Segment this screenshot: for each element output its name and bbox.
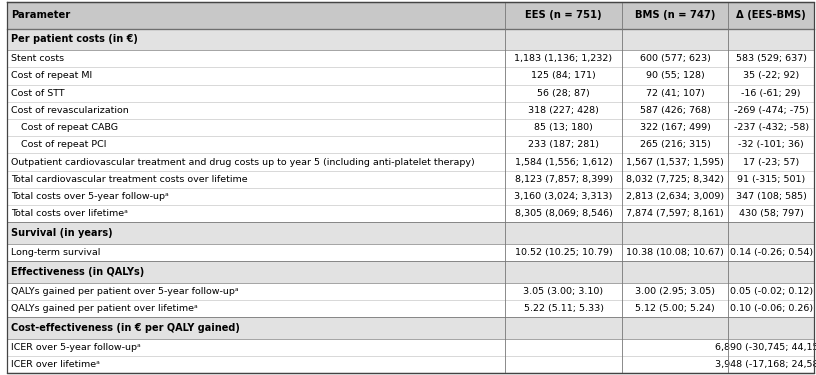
Text: Cost of revascularization: Cost of revascularization <box>11 106 129 115</box>
Text: 233 (187; 281): 233 (187; 281) <box>528 140 599 149</box>
Text: 3.00 (2.95; 3.05): 3.00 (2.95; 3.05) <box>635 287 715 296</box>
Text: 17 (-23; 57): 17 (-23; 57) <box>743 158 800 166</box>
Text: 265 (216; 315): 265 (216; 315) <box>640 140 711 149</box>
Text: BMS (n = 747): BMS (n = 747) <box>635 10 715 20</box>
Text: 0.14 (-0.26; 0.54): 0.14 (-0.26; 0.54) <box>730 248 813 257</box>
Text: 0.10 (-0.06; 0.26): 0.10 (-0.06; 0.26) <box>730 304 813 313</box>
Text: 3,948 (-17,168; 24,580): 3,948 (-17,168; 24,580) <box>715 360 816 369</box>
Text: Parameter: Parameter <box>11 10 71 20</box>
Text: Stent costs: Stent costs <box>11 54 64 63</box>
Text: 1,584 (1,556; 1,612): 1,584 (1,556; 1,612) <box>515 158 613 166</box>
Text: 91 (-315; 501): 91 (-315; 501) <box>737 175 805 184</box>
Text: Total costs over lifetimeᵃ: Total costs over lifetimeᵃ <box>11 209 128 218</box>
Text: EES (n = 751): EES (n = 751) <box>526 10 602 20</box>
Text: 322 (167; 499): 322 (167; 499) <box>640 123 711 132</box>
Text: Cost-effectiveness (in € per QALY gained): Cost-effectiveness (in € per QALY gained… <box>11 323 240 333</box>
Text: 5.22 (5.11; 5.33): 5.22 (5.11; 5.33) <box>524 304 604 313</box>
Text: 430 (58; 797): 430 (58; 797) <box>738 209 804 218</box>
Bar <box>7 2 814 28</box>
Text: 125 (84; 171): 125 (84; 171) <box>531 72 596 81</box>
Text: 35 (-22; 92): 35 (-22; 92) <box>743 72 800 81</box>
Bar <box>7 28 814 50</box>
Bar <box>7 222 814 244</box>
Text: 583 (529; 637): 583 (529; 637) <box>736 54 807 63</box>
Text: ICER over 5-year follow-upᵃ: ICER over 5-year follow-upᵃ <box>11 343 141 352</box>
Text: QALYs gained per patient over 5-year follow-upᵃ: QALYs gained per patient over 5-year fol… <box>11 287 239 296</box>
Text: Total costs over 5-year follow-upᵃ: Total costs over 5-year follow-upᵃ <box>11 192 169 201</box>
Text: 1,183 (1,136; 1,232): 1,183 (1,136; 1,232) <box>514 54 613 63</box>
Text: 347 (108; 585): 347 (108; 585) <box>736 192 806 201</box>
Text: -32 (-101; 36): -32 (-101; 36) <box>738 140 804 149</box>
Text: 90 (55; 128): 90 (55; 128) <box>645 72 704 81</box>
Text: Outpatient cardiovascular treatment and drug costs up to year 5 (including anti-: Outpatient cardiovascular treatment and … <box>11 158 475 166</box>
Text: Cost of STT: Cost of STT <box>11 88 65 98</box>
Text: 1,567 (1,537; 1,595): 1,567 (1,537; 1,595) <box>626 158 724 166</box>
Text: -237 (-432; -58): -237 (-432; -58) <box>734 123 809 132</box>
Text: Effectiveness (in QALYs): Effectiveness (in QALYs) <box>11 267 144 277</box>
Text: 600 (577; 623): 600 (577; 623) <box>640 54 711 63</box>
Text: Per patient costs (in €): Per patient costs (in €) <box>11 34 138 44</box>
Text: 72 (41; 107): 72 (41; 107) <box>645 88 704 98</box>
Text: Survival (in years): Survival (in years) <box>11 228 113 238</box>
Text: Cost of repeat CABG: Cost of repeat CABG <box>21 123 118 132</box>
Text: 5.12 (5.00; 5.24): 5.12 (5.00; 5.24) <box>635 304 715 313</box>
Text: 0.05 (-0.02; 0.12): 0.05 (-0.02; 0.12) <box>730 287 813 296</box>
Text: Cost of repeat PCI: Cost of repeat PCI <box>21 140 107 149</box>
Text: 6,890 (-30,745; 44,155): 6,890 (-30,745; 44,155) <box>715 343 816 352</box>
Text: Long-term survival: Long-term survival <box>11 248 101 257</box>
Text: 10.38 (10.08; 10.67): 10.38 (10.08; 10.67) <box>626 248 724 257</box>
Text: 8,032 (7,725; 8,342): 8,032 (7,725; 8,342) <box>626 175 724 184</box>
Text: QALYs gained per patient over lifetimeᵃ: QALYs gained per patient over lifetimeᵃ <box>11 304 198 313</box>
Text: 7,874 (7,597; 8,161): 7,874 (7,597; 8,161) <box>626 209 724 218</box>
Text: Total cardiovascular treatment costs over lifetime: Total cardiovascular treatment costs ove… <box>11 175 248 184</box>
Text: -16 (-61; 29): -16 (-61; 29) <box>742 88 800 98</box>
Text: 8,123 (7,857; 8,399): 8,123 (7,857; 8,399) <box>515 175 613 184</box>
Text: -269 (-474; -75): -269 (-474; -75) <box>734 106 809 115</box>
Text: 8,305 (8,069; 8,546): 8,305 (8,069; 8,546) <box>515 209 613 218</box>
Text: 85 (13; 180): 85 (13; 180) <box>534 123 593 132</box>
Text: 318 (227; 428): 318 (227; 428) <box>528 106 599 115</box>
Text: 2,813 (2,634; 3,009): 2,813 (2,634; 3,009) <box>626 192 724 201</box>
Bar <box>7 261 814 283</box>
Text: 3,160 (3,024; 3,313): 3,160 (3,024; 3,313) <box>514 192 613 201</box>
Text: 10.52 (10.25; 10.79): 10.52 (10.25; 10.79) <box>515 248 613 257</box>
Text: ICER over lifetimeᵃ: ICER over lifetimeᵃ <box>11 360 100 369</box>
Text: 3.05 (3.00; 3.10): 3.05 (3.00; 3.10) <box>524 287 604 296</box>
Bar <box>7 317 814 339</box>
Text: Cost of repeat MI: Cost of repeat MI <box>11 72 93 81</box>
Text: 587 (426; 768): 587 (426; 768) <box>640 106 711 115</box>
Text: Δ (EES-BMS): Δ (EES-BMS) <box>736 10 806 20</box>
Text: 56 (28; 87): 56 (28; 87) <box>537 88 590 98</box>
